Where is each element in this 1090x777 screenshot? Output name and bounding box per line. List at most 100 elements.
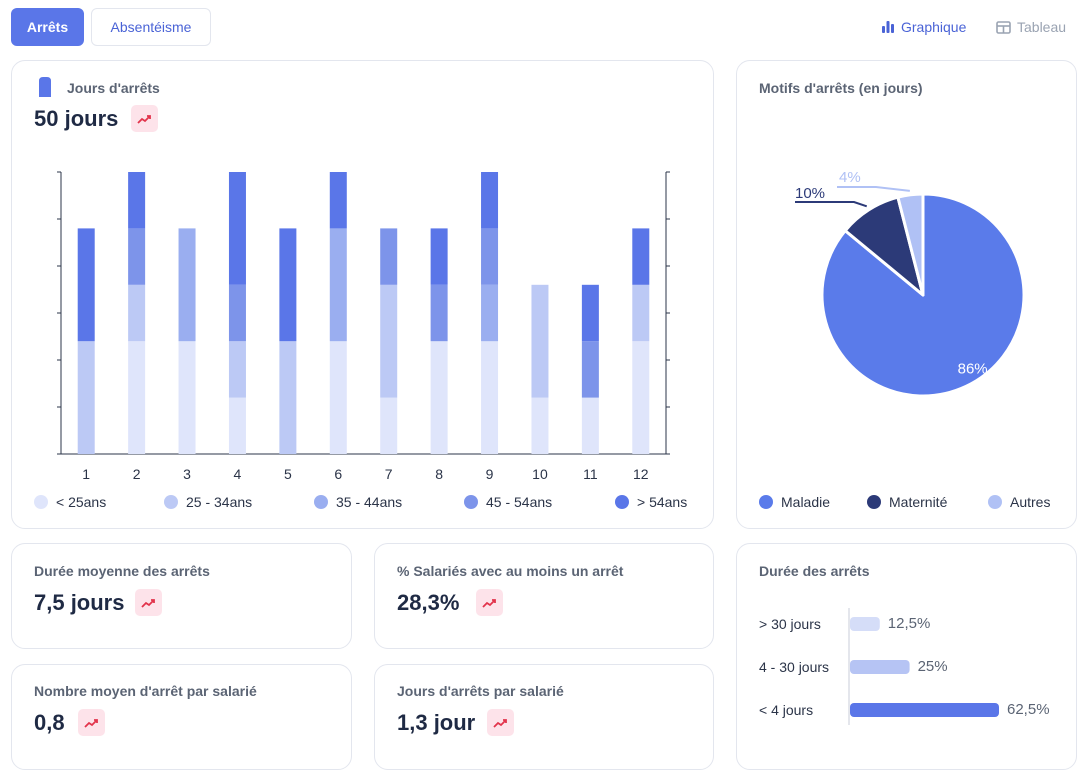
duration-bar-chart [848,608,999,725]
jours-arrets-card: Jours d'arrêts 50 jours 1 2 3 4 5 6 7 8 9 10 11 12 … [11,60,714,529]
pie-value-label: 86% [958,360,988,377]
bar-segment [228,397,246,454]
bar-segment [77,341,95,454]
bar-segment [430,284,448,342]
legend-swatch [34,495,48,509]
bar-segment [481,228,499,285]
hbar-category-label: 4 - 30 jours [759,659,830,675]
kpi-label: % Salariés avec au moins un arrêt [397,563,624,579]
bar-segment [430,341,448,454]
bar-segment [581,341,599,398]
hbar-value-label: 62,5% [1007,701,1050,718]
bar-segment [632,284,650,342]
kpi-value: 0,8 [34,710,65,735]
legend-swatch [164,495,178,509]
x-tick-label: 11 [583,466,598,482]
kpi-value: 28,3% [397,590,460,615]
bar-segment [380,284,398,398]
legend-item-45-54: 45 - 54ans [464,494,552,510]
kpi-card-nombre-moyen: Nombre moyen d'arrêt par salarié 0,8 [11,664,352,770]
bar-segment [128,228,146,285]
x-tick-label: 6 [334,466,342,482]
legend-label: Maladie [781,494,831,510]
legend-item-25-34: 25 - 34ans [164,494,252,510]
bar-segment [329,172,347,229]
hbar-bar [850,660,910,674]
kpi-label: Jours d'arrêts par salarié [397,683,564,699]
legend-label: 25 - 34ans [186,494,253,510]
view-table-label: Tableau [1017,19,1067,35]
hbar-value-label: 25% [917,658,948,675]
bar-segment [481,341,499,454]
pie-value-label: 4% [839,169,861,186]
table-icon [996,20,1011,34]
bar-segment [178,341,196,454]
bar-segment [632,341,650,454]
bar-segment [128,172,146,229]
hbar-bar [850,617,880,631]
legend-swatch [464,495,478,509]
bar-segment [581,284,599,342]
bar-segment [329,341,347,454]
trend-up-icon [78,709,105,736]
kpi-label: Durée moyenne des arrêts [34,563,210,579]
main-card-title: Jours d'arrêts [67,80,160,96]
view-table-button[interactable]: Tableau [996,17,1066,37]
motifs-card: Motifs d'arrêts (en jours) 86% 10% 4% Mala… [736,60,1077,529]
legend-item-autres: Autres [988,494,1050,510]
legend-item-maternite: Maternité [867,494,947,510]
bar-segment [128,284,146,342]
bar-segment [77,228,95,342]
bar-segment [531,284,549,398]
pie-value-label: 10% [795,185,825,202]
kpi-value: 7,5 jours [34,590,125,615]
x-tick-label: 8 [435,466,443,482]
legend-swatch [867,495,881,509]
x-tick-label: 12 [633,466,649,482]
legend-item-maladie: Maladie [759,494,830,510]
bar-segment [178,228,196,342]
legend-label: Autres [1010,494,1051,510]
bar-segment [228,172,246,285]
bar-chart-icon [882,21,894,33]
kpi-card-jours-par-salarie: Jours d'arrêts par salarié 1,3 jour [374,664,714,770]
hbar-value-label: 12,5% [887,615,931,632]
x-tick-label: 9 [486,466,494,482]
pie-card-title: Motifs d'arrêts (en jours) [759,80,923,96]
hbar-card-title: Durée des arrêts [759,563,870,579]
x-tick-label: 7 [385,466,393,482]
bar-segment [481,172,499,229]
bar-segment [228,341,246,398]
legend-swatch [615,495,629,509]
bar-segment [581,397,599,454]
duree-arrets-card: Durée des arrêts > 30 jours 4 - 30 jours… [736,543,1077,770]
bar-segment [128,341,146,454]
trend-up-icon [131,105,158,132]
bar-segment [380,228,398,285]
kpi-card-salaries-arret: % Salariés avec au moins un arrêt 28,3% [374,543,714,649]
kpi-label: Nombre moyen d'arrêt par salarié [34,683,257,699]
hbar-category-label: > 30 jours [759,616,821,632]
trend-up-icon [487,709,514,736]
hbar-bar [850,703,999,717]
bar-segment [228,284,246,342]
legend-label: Maternité [889,494,948,510]
legend-label: > 54ans [637,494,688,510]
pie-leader-line [795,201,868,208]
tab-absenteisme[interactable]: Absentéisme [91,8,211,46]
legend-label: 35 - 44ans [336,494,403,510]
view-graph-button[interactable]: Graphique [881,17,966,37]
pie-leader-line [837,186,910,192]
legend-label: < 25ans [56,494,107,510]
tab-arrets[interactable]: Arrêts [11,8,84,46]
legend-swatch [314,495,328,509]
bar-segment [430,228,448,285]
bar-segment [329,228,347,342]
bar-segment [279,228,297,342]
bar-segment [632,228,650,285]
pie-slice [896,192,925,297]
bar-segment [380,397,398,454]
trend-up-icon [135,589,162,616]
bar-segment [481,284,499,342]
x-tick-label: 3 [183,466,191,482]
